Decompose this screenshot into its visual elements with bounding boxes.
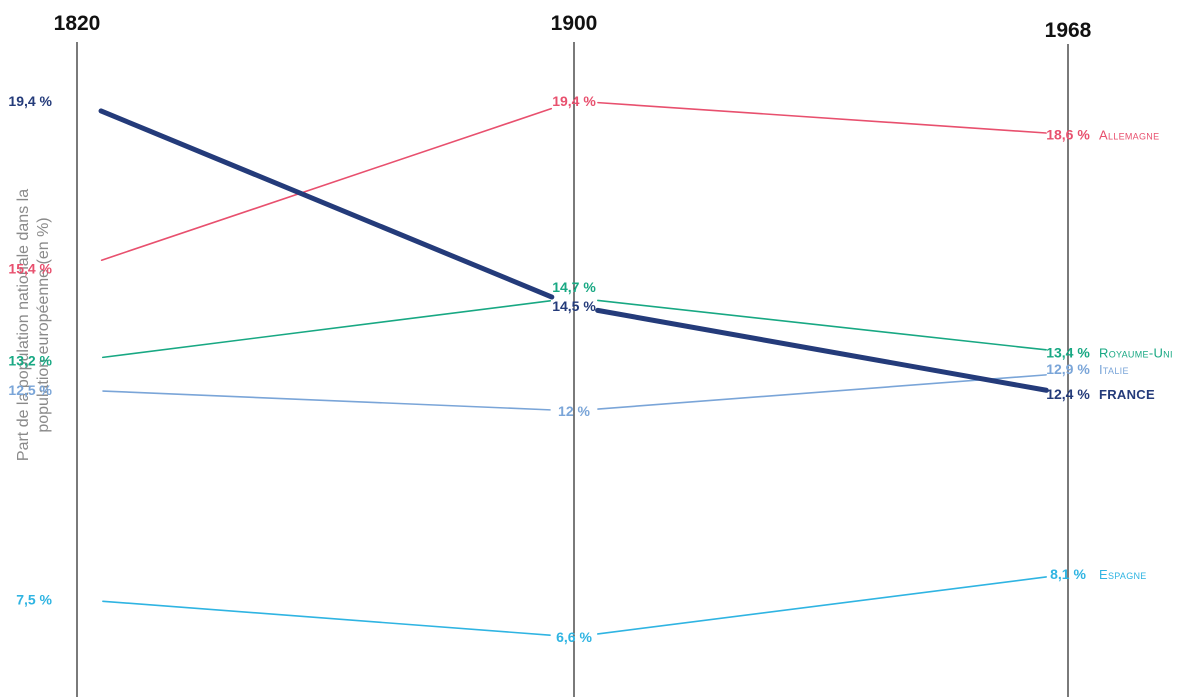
series-line-france-1 xyxy=(595,307,1049,393)
series-line-royaume-uni-0 xyxy=(101,300,551,359)
value-labels: 15,4 % 19,4 % 18,6 % Allemagne 13,2 % 14,7 % 1… xyxy=(8,93,1172,645)
value-label-espagne-1900: 6,6 % xyxy=(556,629,592,645)
value-label-allemagne-1968: 18,6 % xyxy=(1046,127,1090,143)
series-name-royaume-uni: Royaume-Uni xyxy=(1099,345,1173,360)
value-label-allemagne-1900: 19,4 % xyxy=(552,93,596,109)
series-line-espagne-0 xyxy=(102,600,551,636)
y-axis-title-line: Part de la population nationale dans la xyxy=(15,189,32,461)
series-name-allemagne: Allemagne xyxy=(1099,128,1159,143)
year-axes: 1820 1900 1968 xyxy=(54,12,1092,697)
value-label-italie-1820: 12,5 % xyxy=(8,382,52,398)
series-lines xyxy=(98,101,1049,636)
value-label-italie-1968: 12,9 % xyxy=(1046,361,1090,377)
series-line-espagne-1 xyxy=(597,576,1047,635)
value-label-royaume-uni-1900: 14,7 % xyxy=(552,279,596,295)
y-axis-title-line: population européenne (en %) xyxy=(35,217,52,432)
value-label-royaume-uni-1968: 13,4 % xyxy=(1046,344,1090,360)
series-line-allemagne-1 xyxy=(597,101,1047,134)
series-line-allemagne-0 xyxy=(100,107,553,261)
series-name-espagne: Espagne xyxy=(1099,567,1147,582)
series-line-royaume-uni-1 xyxy=(597,299,1047,351)
value-label-royaume-uni-1820: 13,2 % xyxy=(8,353,52,369)
series-line-france-0 xyxy=(98,108,555,300)
series-line-italie-0 xyxy=(102,390,551,411)
value-label-france-1968: 12,4 % xyxy=(1046,386,1090,402)
year-label-1968: 1968 xyxy=(1045,19,1092,42)
value-label-france-1900: 14,5 % xyxy=(552,298,596,314)
y-axis-label: Part de la population nationale dans la p… xyxy=(15,189,52,461)
value-label-italie-1900: 12 % xyxy=(558,403,590,419)
value-label-allemagne-1820: 15,4 % xyxy=(8,261,52,277)
series-name-france: France xyxy=(1099,387,1155,402)
year-label-1900: 1900 xyxy=(551,12,598,35)
series-name-italie: Italie xyxy=(1099,362,1129,377)
value-label-espagne-1968: 8,1 % xyxy=(1050,566,1086,582)
series-line-italie-1 xyxy=(597,374,1047,410)
value-label-france-1820: 19,4 % xyxy=(8,93,52,109)
year-label-1820: 1820 xyxy=(54,12,101,35)
value-label-espagne-1820: 7,5 % xyxy=(16,591,52,607)
y-axis-title: Part de la population nationale dans la p… xyxy=(15,189,52,461)
